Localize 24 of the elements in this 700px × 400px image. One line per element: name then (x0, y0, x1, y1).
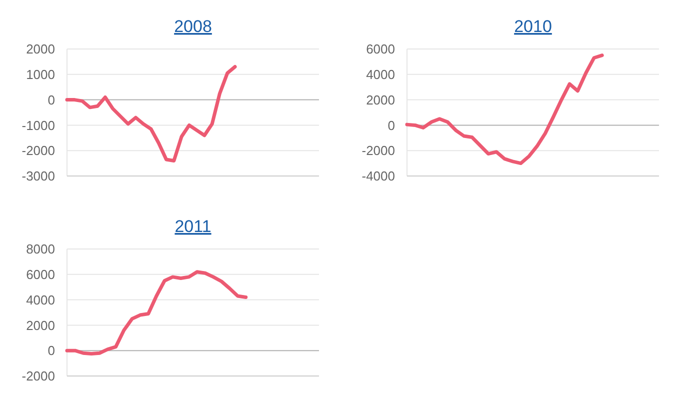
y-tick-label: 2000 (26, 318, 55, 333)
y-tick-label: 1000 (26, 66, 55, 82)
y-tick-label: 4000 (366, 66, 395, 82)
y-tick-label: -3000 (22, 168, 55, 184)
chart-title: 2008 (174, 17, 212, 36)
y-tick-label: 2000 (26, 42, 55, 57)
y-tick-label: 6000 (26, 266, 55, 282)
y-tick-label: 0 (48, 343, 55, 358)
chart-title: 2010 (514, 17, 552, 36)
y-tick-label: -2000 (22, 368, 55, 384)
chart-title: 2011 (174, 217, 212, 236)
line-series (65, 65, 237, 163)
y-tick-label: -1000 (22, 118, 55, 133)
y-tick-label: -2000 (362, 143, 395, 158)
y-tick-label: 2000 (366, 92, 395, 108)
y-tick-label: 6000 (366, 42, 395, 57)
line-series (65, 270, 248, 356)
y-tick-label: 4000 (26, 292, 55, 308)
y-tick-label: 8000 (26, 242, 55, 257)
line-series (405, 54, 604, 166)
y-tick-label: -2000 (22, 143, 55, 158)
y-tick-label: -4000 (362, 168, 395, 184)
y-tick-label: 0 (388, 118, 395, 133)
y-tick-label: 0 (48, 92, 55, 108)
